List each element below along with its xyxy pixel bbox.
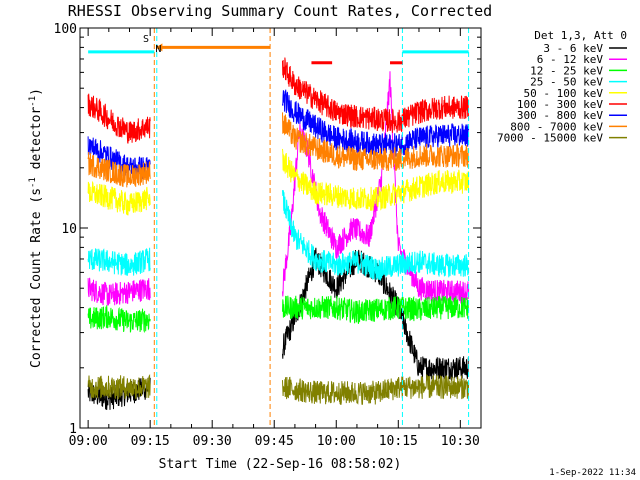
y-tick-label-1: 10 xyxy=(61,222,77,237)
series-line-6-1 xyxy=(282,89,470,157)
legend-label-4: 50 - 100 keV xyxy=(524,87,604,100)
y-label-main: Corrected Count Rate (s xyxy=(29,188,44,368)
series-line-2-1 xyxy=(282,295,470,324)
timestamp: 1-Sep-2022 11:34 xyxy=(549,468,636,478)
series-line-8-1 xyxy=(282,374,470,405)
marker-label-1: N xyxy=(155,44,161,55)
series-line-2-0 xyxy=(87,305,151,334)
plot-area: SN xyxy=(87,28,470,428)
legend-label-7: 800 - 7000 keV xyxy=(510,120,603,133)
y-label-exp2: -1 xyxy=(28,96,38,107)
marker-label-0: S xyxy=(143,34,149,45)
y-label-mid: detector xyxy=(29,107,44,178)
chart-title: RHESSI Observing Summary Count Rates, Co… xyxy=(68,2,492,20)
series-line-7-1 xyxy=(282,112,470,172)
legend-label-6: 300 - 800 keV xyxy=(517,109,603,122)
series-line-3-0 xyxy=(87,247,151,276)
x-tick-label-6: 10:30 xyxy=(441,434,480,449)
series-line-4-0 xyxy=(87,180,151,216)
legend-label-1: 6 - 12 keV xyxy=(537,53,604,66)
series-line-0-1 xyxy=(282,247,470,381)
x-tick-label-4: 10:00 xyxy=(317,434,356,449)
x-tick-label-3: 09:45 xyxy=(255,434,294,449)
series-line-1-0 xyxy=(87,277,151,306)
series-line-4-1 xyxy=(282,148,470,211)
annotation-arrowhead xyxy=(156,43,163,52)
series-line-8-0 xyxy=(87,374,151,400)
series-line-5-0 xyxy=(87,93,151,144)
x-axis-label: Start Time (22-Sep-16 08:58:02) xyxy=(159,457,402,472)
y-axis-label: Corrected Count Rate (s-1 detector-1) xyxy=(28,88,44,368)
y-label-exp1: -1 xyxy=(28,177,38,188)
x-tick-label-0: 09:00 xyxy=(69,434,108,449)
series-line-3-1 xyxy=(282,190,469,281)
x-tick-label-2: 09:30 xyxy=(193,434,232,449)
y-label-close: ) xyxy=(29,88,44,96)
series-line-7-0 xyxy=(87,151,151,188)
legend-label-8: 7000 - 15000 keV xyxy=(497,132,603,145)
axes: 09:00 09:15 09:30 09:45 10:00 10:15 10:30 1 10 10… xyxy=(54,22,482,449)
y-tick-label-2: 100 xyxy=(54,22,77,37)
legend-title: Det 1,3, Att 0 xyxy=(534,29,627,42)
series-line-5-1 xyxy=(282,57,470,133)
y-tick-label-0: 1 xyxy=(69,422,77,437)
x-tick-label-1: 09:15 xyxy=(131,434,170,449)
legend-label-3: 25 - 50 keV xyxy=(530,76,603,89)
series-line-0-0 xyxy=(87,376,151,411)
legend-label-5: 100 - 300 keV xyxy=(517,98,603,111)
legend-label-2: 12 - 25 keV xyxy=(530,64,603,77)
legend-label-0: 3 - 6 keV xyxy=(543,42,603,55)
x-tick-label-5: 10:15 xyxy=(379,434,418,449)
